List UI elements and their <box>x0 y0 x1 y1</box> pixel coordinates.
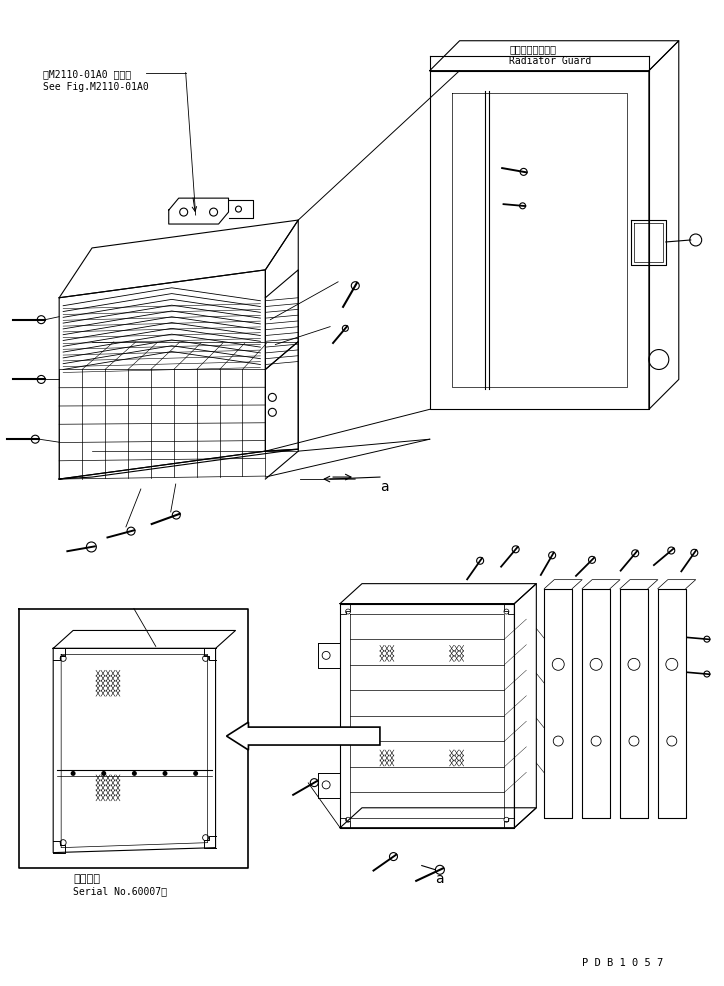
FancyArrow shape <box>227 723 380 750</box>
Circle shape <box>193 771 198 776</box>
Circle shape <box>162 771 167 776</box>
Circle shape <box>132 771 137 776</box>
Circle shape <box>101 771 106 776</box>
Text: Serial No.60007～: Serial No.60007～ <box>73 885 167 895</box>
Text: 笮M2110-01A0 図参照: 笮M2110-01A0 図参照 <box>43 70 131 80</box>
Text: Radiator Guard: Radiator Guard <box>510 55 592 66</box>
Text: See Fig.M2110-01A0: See Fig.M2110-01A0 <box>43 82 149 92</box>
Circle shape <box>71 771 75 776</box>
Text: a: a <box>380 479 389 494</box>
Text: ラジエータガード: ラジエータガード <box>510 43 557 53</box>
Text: P D B 1 0 5 7: P D B 1 0 5 7 <box>582 957 663 967</box>
Text: 適用号機: 適用号機 <box>73 873 100 882</box>
Text: a: a <box>434 871 443 884</box>
